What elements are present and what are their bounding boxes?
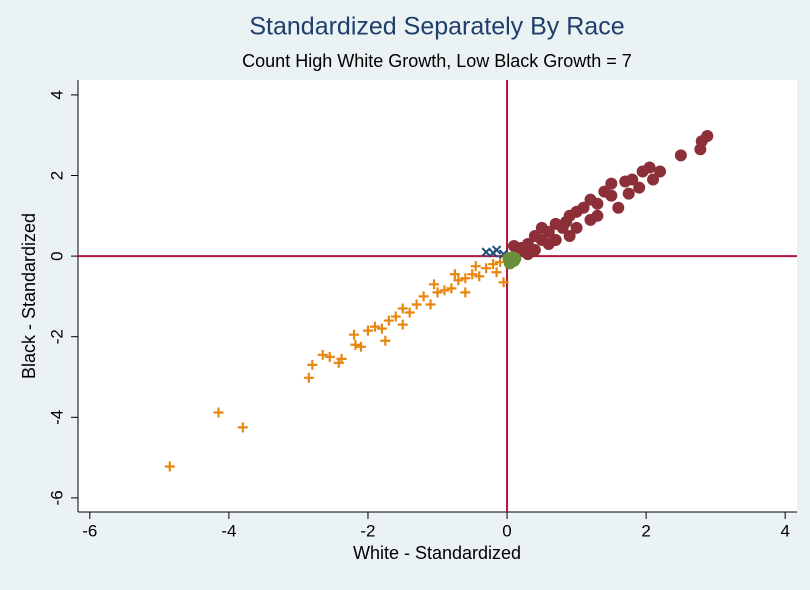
point	[563, 229, 576, 242]
y-tick-label: 2	[47, 171, 66, 180]
point	[336, 353, 347, 364]
point	[425, 299, 436, 310]
point	[591, 209, 604, 222]
point	[505, 255, 518, 268]
point	[694, 143, 707, 156]
point	[460, 287, 471, 298]
point	[380, 335, 391, 346]
x-tick-label: 0	[502, 521, 511, 540]
point	[237, 422, 248, 433]
point	[647, 173, 660, 186]
y-tick-label: 0	[47, 251, 66, 260]
point	[369, 321, 380, 332]
point	[404, 307, 415, 318]
point	[356, 341, 367, 352]
point	[674, 149, 687, 162]
point	[498, 277, 509, 288]
x-tick-label: 4	[780, 521, 789, 540]
point	[397, 319, 408, 330]
point	[303, 372, 314, 383]
x-tick-label: -6	[82, 521, 97, 540]
point	[362, 325, 373, 336]
point	[570, 221, 583, 234]
chart-title: Standardized Separately By Race	[249, 13, 624, 41]
point	[481, 263, 492, 274]
point	[350, 339, 361, 350]
x-tick-label: -2	[360, 521, 375, 540]
point	[528, 244, 541, 257]
point	[376, 323, 387, 334]
y-tick-label: -2	[47, 329, 66, 344]
point	[307, 359, 318, 370]
point	[549, 233, 562, 246]
point	[453, 275, 464, 286]
point	[598, 185, 611, 198]
point	[619, 175, 632, 188]
y-tick-label: -4	[47, 410, 66, 425]
point	[467, 269, 478, 280]
point	[317, 349, 328, 360]
point	[528, 229, 541, 242]
point	[439, 285, 450, 296]
x-tick-label: 2	[641, 521, 650, 540]
point	[213, 407, 224, 418]
point	[418, 291, 429, 302]
point	[432, 287, 443, 298]
point	[383, 315, 394, 326]
point	[612, 201, 625, 214]
point	[491, 267, 502, 278]
point	[446, 283, 457, 294]
point	[633, 181, 646, 194]
point	[584, 193, 597, 206]
point	[429, 279, 440, 290]
point	[636, 165, 649, 178]
point	[474, 271, 485, 282]
point	[324, 351, 335, 362]
y-tick-label: -6	[47, 490, 66, 505]
point	[164, 461, 175, 472]
y-tick-label: 4	[47, 90, 66, 99]
point	[622, 187, 635, 200]
point	[449, 269, 460, 280]
point	[488, 248, 498, 258]
y-axis-label: Black - Standardized	[19, 213, 39, 379]
x-tick-label: -4	[221, 521, 236, 540]
point	[654, 165, 667, 178]
point	[605, 177, 618, 190]
point	[390, 311, 401, 322]
x-axis-label: White - Standardized	[353, 543, 521, 563]
point	[397, 303, 408, 314]
point	[488, 259, 499, 270]
point	[470, 261, 481, 272]
chart-subtitle: Count High White Growth, Low Black Growt…	[242, 51, 632, 71]
point	[349, 329, 360, 340]
point	[460, 273, 471, 284]
point	[411, 299, 422, 310]
point	[549, 217, 562, 230]
point	[507, 240, 520, 253]
point	[535, 221, 548, 234]
point	[495, 257, 506, 268]
